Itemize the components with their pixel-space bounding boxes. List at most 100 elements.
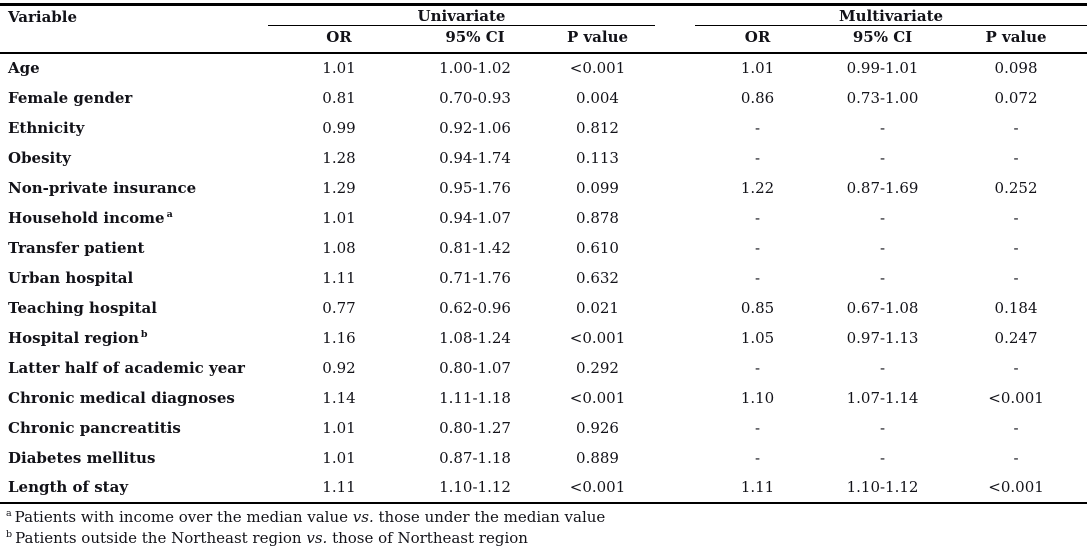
variable-superscript: b [140,328,148,340]
multivariate-or-cell: 1.01 [740,59,775,77]
column-header-multivariate-or: OR [744,28,771,47]
variable-cell: Hospital region b [0,323,268,353]
column-gap-cell [655,53,695,83]
variable-cell: Household income a [0,203,268,233]
univariate-ci-cell: 0.81-1.42 [439,238,511,257]
table-row: Household income a 1.01 0.94-1.07 0.878 -… [0,203,1087,233]
multivariate-or-cell: 1.05 [740,328,775,347]
column-gap-cell [655,323,695,353]
univariate-p-cell: 0.812 [576,118,619,137]
table-row: Chronic pancreatitis 1.01 0.80-1.27 0.92… [0,413,1087,443]
table-row: Age 1.01 1.00-1.02 <0.001 1.01 0.99-1.01… [0,53,1087,83]
multivariate-or-cell: 0.85 [740,298,775,317]
multivariate-p-cell: - [1013,118,1019,137]
column-header-variable: Variable [8,8,78,26]
variable-label: Age [8,59,40,77]
variable-cell: Chronic pancreatitis [0,413,268,443]
variable-label: Length of stay [8,478,129,496]
subcolumn-header-row: OR 95% CI P value OR 95% CI P value [0,26,1087,53]
univariate-or-cell: 1.01 [322,208,356,227]
univariate-p-cell: 0.292 [576,358,619,377]
multivariate-ci-cell: - [879,148,886,167]
table-body: Age 1.01 1.00-1.02 <0.001 1.01 0.99-1.01… [0,53,1088,503]
variable-cell: Age [0,53,268,83]
multivariate-p-cell: - [1013,268,1019,287]
variable-cell: Urban hospital [0,263,268,293]
multivariate-p-cell: - [1013,358,1019,377]
table-row: Latter half of academic year 0.92 0.80-1… [0,353,1087,383]
univariate-or-cell: 1.01 [322,418,356,437]
univariate-ci-cell: 0.87-1.18 [439,448,511,467]
table-row: Non-private insurance 1.29 0.95-1.76 0.0… [0,173,1087,203]
multivariate-ci-cell: - [879,418,886,437]
univariate-ci-cell: 0.94-1.74 [439,148,511,167]
table-header: Variable Univariate Multivariate OR 95% … [0,4,1088,53]
table-footnotes: a Patients with income over the median va… [0,504,1089,550]
variable-superscript: a [166,208,173,220]
multivariate-p-cell: <0.001 [988,478,1044,496]
variable-cell: Ethnicity [0,113,268,143]
multivariate-p-cell: 0.072 [994,88,1038,107]
table-row: Teaching hospital 0.77 0.62-0.96 0.021 0… [0,293,1087,323]
column-gap-cell [655,383,695,413]
univariate-ci-cell: 1.10-1.12 [439,478,511,496]
multivariate-p-cell: - [1013,418,1019,437]
variable-cell: Non-private insurance [0,173,268,203]
table-row: Female gender 0.81 0.70-0.93 0.004 0.86 … [0,83,1087,113]
univariate-p-cell: 0.610 [576,238,619,257]
multivariate-ci-cell: - [879,358,886,377]
multivariate-or-cell: - [754,418,761,437]
multivariate-p-cell: 0.098 [994,59,1038,77]
univariate-or-cell: 1.11 [322,268,356,287]
univariate-p-cell: 0.021 [576,298,619,317]
univariate-p-cell: 0.878 [576,208,619,227]
variable-label: Hospital region [8,328,139,347]
multivariate-p-cell: - [1013,238,1019,257]
multivariate-or-cell: - [754,358,761,377]
column-gap-cell [655,173,695,203]
column-gap-cell [655,413,695,443]
univariate-p-cell: <0.001 [569,478,626,496]
multivariate-ci-cell: 1.10-1.12 [846,478,919,496]
univariate-or-cell: 0.99 [322,118,356,137]
variable-cell: Female gender [0,83,268,113]
multivariate-p-cell: <0.001 [988,388,1044,407]
table-row: Length of stay 1.11 1.10-1.12 <0.001 1.1… [0,473,1087,503]
multivariate-ci-cell: 0.73-1.00 [846,88,919,107]
multivariate-or-cell: 1.22 [740,178,775,197]
univariate-or-cell: 0.77 [322,298,356,317]
univariate-p-cell: <0.001 [569,328,626,347]
column-gap-cell [655,473,695,503]
table-row: Obesity 1.28 0.94-1.74 0.113 - - - [0,143,1087,173]
variable-label: Chronic medical diagnoses [8,388,235,407]
footnote-b-vs: vs. [306,529,328,547]
univariate-ci-cell: 0.92-1.06 [439,118,511,137]
footnote-a: a Patients with income over the median va… [6,507,1089,529]
footnote-a-text-before: Patients with income over the median val… [14,507,353,526]
footnote-a-marker: a [6,507,12,519]
footnote-b-text-before: Patients outside the Northeast region [15,529,307,547]
univariate-or-cell: 1.08 [322,238,356,257]
univariate-ci-cell: 1.11-1.18 [439,388,511,407]
group-header-row: Variable Univariate Multivariate [0,4,1088,26]
variable-label: Obesity [8,148,71,167]
footnote-a-vs: vs. [352,507,374,526]
multivariate-ci-cell: - [879,118,886,137]
multivariate-p-cell: 0.184 [994,298,1038,317]
univariate-p-cell: 0.004 [576,88,619,107]
variable-cell: Length of stay [0,473,268,503]
column-gap-cell [655,293,695,323]
column-gap-cell [655,353,695,383]
column-gap-cell [655,83,695,113]
variable-label: Ethnicity [8,118,85,137]
multivariate-p-cell: - [1013,208,1019,227]
regression-results-table: Variable Univariate Multivariate OR 95% … [0,3,1088,504]
univariate-ci-cell: 0.80-1.07 [439,358,511,377]
univariate-ci-cell: 0.94-1.07 [439,208,511,227]
table-row: Hospital region b 1.16 1.08-1.24 <0.001 1… [0,323,1087,353]
footnote-a-text-after: those under the median value [373,507,606,526]
table-row: Ethnicity 0.99 0.92-1.06 0.812 - - - [0,113,1087,143]
univariate-or-cell: 1.01 [322,448,356,467]
column-header-multivariate-ci: 95% CI [852,28,913,47]
